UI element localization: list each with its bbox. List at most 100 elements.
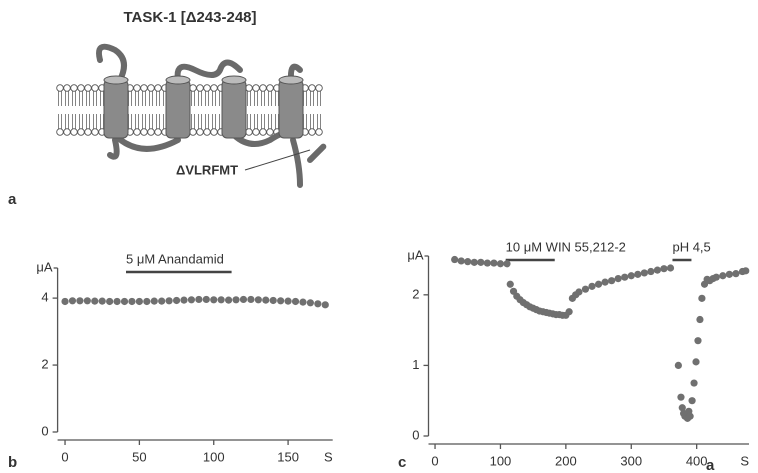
data-point [688, 397, 696, 405]
data-point [202, 295, 210, 304]
data-point [725, 270, 733, 278]
data-point [674, 361, 682, 370]
lipid-head [210, 128, 218, 136]
data-point [666, 264, 675, 272]
data-point [677, 393, 685, 401]
data-point [321, 301, 329, 309]
data-point [640, 269, 648, 277]
y-tick-label: 0 [412, 427, 419, 442]
panel-letter: a [706, 457, 715, 473]
y-tick-label: 1 [412, 357, 419, 372]
y-tick-label: 4 [41, 290, 48, 305]
y-tick-label: 2 [41, 356, 48, 371]
data-point [83, 297, 91, 305]
data-point [106, 297, 114, 306]
data-point [180, 296, 188, 304]
panel-title: TASK-1 [Δ243-248] [123, 9, 256, 26]
lipid-head [245, 84, 253, 92]
data-point [262, 296, 270, 304]
panel-letter: c [398, 454, 406, 471]
lipid-head [84, 128, 92, 136]
lipid-head [147, 128, 155, 136]
data-point [686, 412, 694, 420]
data-point [68, 297, 77, 305]
lipid-head [154, 84, 162, 92]
panel-letter: b [8, 454, 17, 471]
lipid-head [252, 84, 260, 92]
data-point [291, 297, 300, 306]
lipid-head [196, 128, 204, 136]
data-point [277, 297, 285, 305]
data-point [225, 296, 233, 304]
data-point [195, 295, 203, 304]
lipid-head [133, 84, 141, 92]
data-point [172, 296, 181, 305]
lipid-head [84, 84, 92, 92]
lipid-head [245, 128, 253, 136]
treatment-label: pH 4,5 [672, 239, 710, 254]
lipid-head [147, 84, 155, 92]
lipid-head [189, 84, 197, 92]
data-point [575, 288, 583, 296]
data-point [135, 297, 143, 306]
treatment-label: 5 μM Anandamid [126, 251, 224, 266]
data-point [678, 404, 686, 412]
lipid-head [308, 128, 316, 136]
lipid-head [203, 84, 211, 92]
data-point [653, 266, 662, 274]
data-point [614, 274, 622, 283]
data-point [306, 299, 314, 307]
lipid-head [266, 128, 274, 136]
data-point [483, 259, 491, 267]
data-point [690, 379, 698, 387]
data-point [451, 255, 459, 264]
pointer [244, 149, 311, 171]
data-point [61, 297, 69, 306]
data-point [91, 297, 99, 305]
lipid-head [63, 128, 71, 136]
protein [96, 43, 327, 188]
data-point [608, 277, 616, 285]
lipid-head [133, 128, 141, 136]
data-point [732, 270, 740, 278]
data-point [239, 295, 248, 304]
data-point [457, 257, 465, 265]
data-point [621, 273, 629, 281]
x-tick-label: 0 [61, 449, 68, 464]
data-point [150, 297, 158, 305]
y-unit: μA [36, 259, 52, 274]
x-tick-label: 400 [686, 453, 708, 468]
data-point [496, 260, 505, 268]
y-unit: μA [407, 247, 423, 262]
treatment-label: 10 μM WIN 55,212-2 [506, 239, 626, 254]
lipid-head [63, 84, 71, 92]
lipid-head [140, 84, 148, 92]
lipid-head [315, 128, 323, 136]
data-point [742, 267, 750, 275]
data-point [128, 297, 136, 306]
lipid-head [189, 128, 197, 136]
lipid-head [203, 128, 211, 136]
data-point [269, 296, 277, 305]
data-point [284, 297, 292, 305]
x-tick-label: 200 [555, 453, 577, 468]
data-point [165, 297, 173, 305]
data-point [581, 285, 590, 293]
x-tick-label: 300 [620, 453, 642, 468]
data-point [113, 297, 121, 306]
data-point [314, 300, 322, 308]
data-point [696, 315, 704, 324]
lipid-head [266, 84, 274, 92]
x-tick-label: 0 [431, 453, 438, 468]
data-point [98, 297, 106, 305]
data-point [719, 272, 727, 280]
lipid-head [154, 128, 162, 136]
data-point [588, 282, 596, 290]
x-tick-label: 150 [277, 449, 299, 464]
lipid-head [259, 84, 267, 92]
data-point [712, 273, 720, 281]
data-point [698, 294, 706, 302]
x-tick-label: 100 [490, 453, 512, 468]
lipid-head [315, 84, 323, 92]
lipid-head [77, 128, 85, 136]
